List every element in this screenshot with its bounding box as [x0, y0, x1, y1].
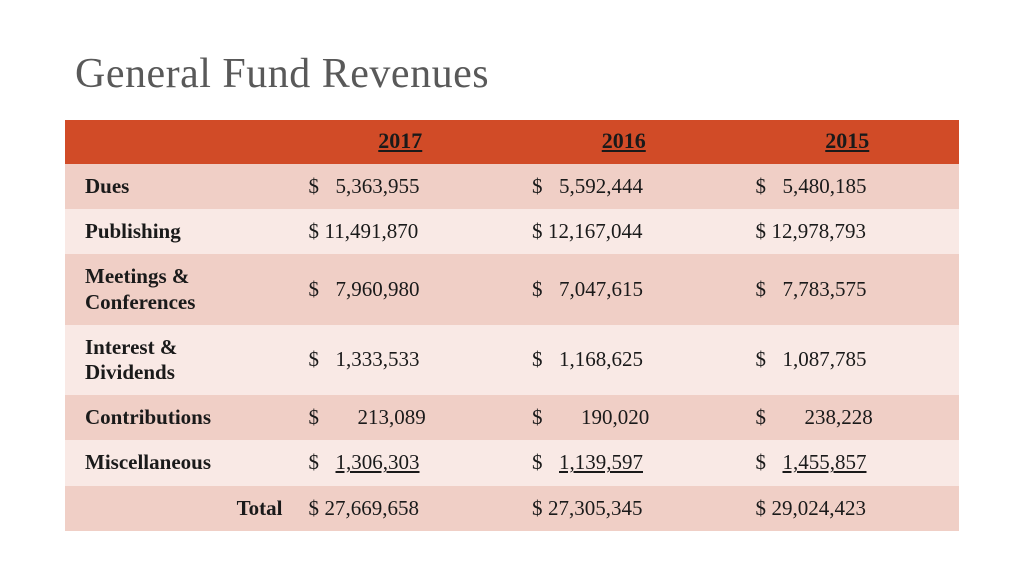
- header-year-2017: 2017: [289, 120, 513, 164]
- row-label: Meetings & Conferences: [65, 254, 289, 324]
- amount-cell: $11,491,870: [289, 209, 513, 254]
- total-row: Total$27,669,658$27,305,345$29,024,423: [65, 486, 959, 531]
- amount-cell: $1,306,303: [289, 440, 513, 485]
- revenue-table: 2017 2016 2015 Dues$5,363,955$5,592,444$…: [65, 120, 959, 531]
- table-row: Interest & Dividends$1,333,533$1,168,625…: [65, 325, 959, 395]
- amount-cell: $1,087,785: [736, 325, 960, 395]
- row-label: Contributions: [65, 395, 289, 440]
- table-row: Contributions$213,089$190,020$238,228: [65, 395, 959, 440]
- amount-cell: $1,333,533: [289, 325, 513, 395]
- amount-cell: $5,363,955: [289, 164, 513, 209]
- page-title: General Fund Revenues: [75, 50, 959, 98]
- amount-cell: $12,167,044: [512, 209, 736, 254]
- amount-cell: $1,455,857: [736, 440, 960, 485]
- amount-cell: $7,783,575: [736, 254, 960, 324]
- table-row: Meetings & Conferences$7,960,980$7,047,6…: [65, 254, 959, 324]
- total-cell: $27,669,658: [289, 486, 513, 531]
- header-year-2015: 2015: [736, 120, 960, 164]
- amount-cell: $5,592,444: [512, 164, 736, 209]
- amount-cell: $7,960,980: [289, 254, 513, 324]
- row-label: Publishing: [65, 209, 289, 254]
- amount-cell: $12,978,793: [736, 209, 960, 254]
- amount-cell: $7,047,615: [512, 254, 736, 324]
- amount-cell: $238,228: [736, 395, 960, 440]
- amount-cell: $190,020: [512, 395, 736, 440]
- table-row: Dues$5,363,955$5,592,444$5,480,185: [65, 164, 959, 209]
- amount-cell: $1,168,625: [512, 325, 736, 395]
- header-blank: [65, 120, 289, 164]
- amount-cell: $213,089: [289, 395, 513, 440]
- table-row: Publishing$11,491,870$12,167,044$12,978,…: [65, 209, 959, 254]
- amount-cell: $1,139,597: [512, 440, 736, 485]
- total-cell: $27,305,345: [512, 486, 736, 531]
- amount-cell: $5,480,185: [736, 164, 960, 209]
- row-label: Dues: [65, 164, 289, 209]
- table-header-row: 2017 2016 2015: [65, 120, 959, 164]
- table-body: Dues$5,363,955$5,592,444$5,480,185Publis…: [65, 164, 959, 531]
- total-label: Total: [65, 486, 289, 531]
- header-year-2016: 2016: [512, 120, 736, 164]
- row-label: Interest & Dividends: [65, 325, 289, 395]
- total-cell: $29,024,423: [736, 486, 960, 531]
- row-label: Miscellaneous: [65, 440, 289, 485]
- table-row: Miscellaneous$1,306,303$1,139,597$1,455,…: [65, 440, 959, 485]
